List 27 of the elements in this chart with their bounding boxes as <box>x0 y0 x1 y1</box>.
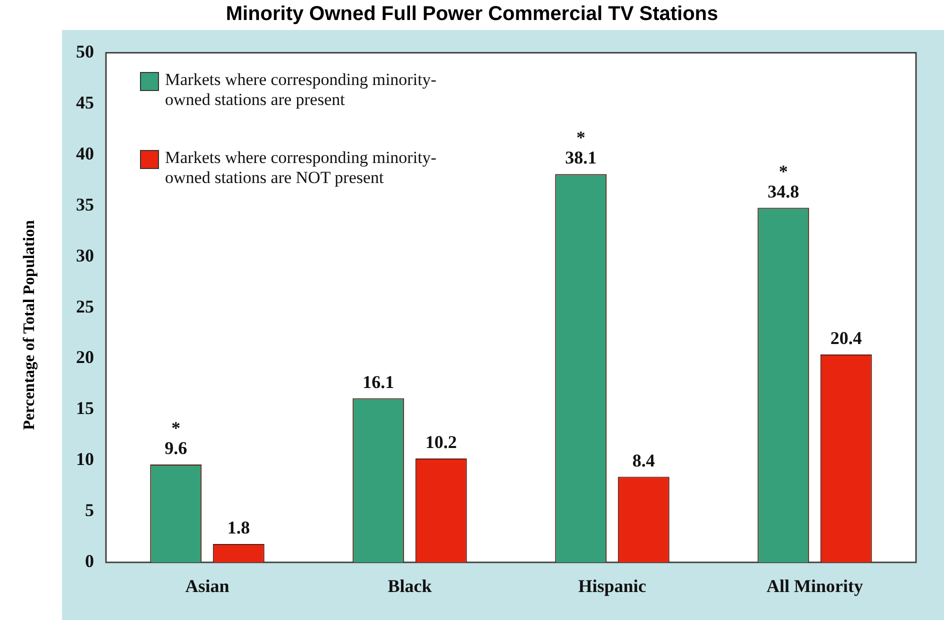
y-tick-label: 40 <box>76 143 94 164</box>
data-label: * 9.6 <box>164 418 188 458</box>
x-tick-label: Black <box>388 576 432 596</box>
y-axis-title: Percentage of Total Population <box>21 220 39 430</box>
x-tick-label: Asian <box>185 576 230 596</box>
data-label: * 34.8 <box>768 161 800 202</box>
y-tick-label: 50 <box>76 41 94 62</box>
x-tick-label: Hispanic <box>578 576 646 596</box>
x-tick-label: All Minority <box>766 576 863 596</box>
y-tick-label: 30 <box>76 245 94 266</box>
data-label: 1.8 <box>227 518 250 538</box>
y-tick-label: 5 <box>85 500 94 520</box>
y-tick-label: 15 <box>76 398 94 418</box>
y-tick-label: 25 <box>76 296 94 316</box>
y-tick-label: 45 <box>76 92 94 112</box>
data-label: 10.2 <box>425 432 457 452</box>
y-tick-label: 0 <box>85 551 94 572</box>
data-label: 8.4 <box>632 450 655 470</box>
data-label: * 38.1 <box>565 128 597 168</box>
y-tick-label: 35 <box>76 194 94 214</box>
chart-title: Minority Owned Full Power Commercial TV Stations <box>224 2 720 27</box>
y-tick-label: 10 <box>76 449 94 470</box>
legend-label: Markets where corresponding minority-owned stations are NOT present <box>165 148 438 188</box>
data-label: 16.1 <box>362 372 394 392</box>
data-label: 20.4 <box>830 328 862 348</box>
y-tick-label: 20 <box>76 347 94 368</box>
legend-label: Markets where corresponding minority-owned stations are present <box>165 70 438 110</box>
